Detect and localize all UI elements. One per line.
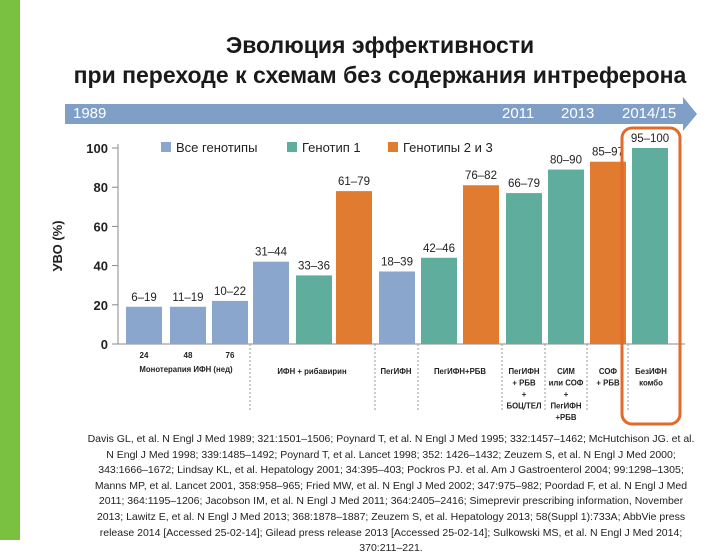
bar-10	[506, 193, 542, 344]
bar-value-label: 42–46	[423, 243, 455, 255]
group-label: СИМ	[557, 367, 575, 376]
timeline-year-1989: 1989	[73, 105, 107, 122]
group-label: ПегИФН	[508, 367, 539, 376]
group-label: + РБВ	[512, 379, 536, 388]
bar-value-label: 6–19	[131, 292, 157, 304]
group-label: БОЦ/ТЕЛ	[507, 402, 542, 411]
bar-3	[212, 300, 248, 344]
group-label: ПегИФН	[380, 367, 411, 376]
bar-value-label: 10–22	[214, 286, 246, 298]
group-label: ИФН + рибавирин	[277, 367, 347, 376]
group-label: Монотерапия ИФН (нед)	[139, 365, 233, 374]
timeline-year-2014-15: 2014/15	[622, 105, 677, 122]
group-label: ПегИФН+РБВ	[434, 367, 486, 376]
bar-2	[170, 306, 206, 344]
legend-label-all: Все генотипы	[176, 140, 257, 155]
legend-swatch-g23	[388, 142, 398, 152]
y-axis-label: УВО (%)	[50, 220, 65, 271]
bar-1	[126, 306, 162, 344]
bar-value-label: 80–90	[550, 155, 582, 167]
legend-label-g23: Генотипы 2 и 3	[403, 140, 493, 155]
title-line-2: при переходе к схемам без содержания инт…	[73, 62, 687, 88]
bar-value-label: 61–79	[338, 176, 370, 188]
bar-value-label: 31–44	[255, 247, 288, 259]
bar-value-label: 66–79	[508, 178, 540, 190]
group-label: БезИФН	[635, 367, 667, 376]
bar-7	[379, 271, 415, 344]
y-tick-label: 100	[86, 141, 108, 156]
bar-8	[421, 257, 457, 344]
timeline-year-2013: 2013	[561, 105, 595, 122]
group-label: ПегИФН	[550, 402, 581, 411]
chart: УВО (%) 0 20 40 60 80 100 Все генотипы Генотип 1…	[50, 126, 685, 426]
group-label: +РБВ	[556, 413, 577, 422]
slide-title: Эволюция эффективности при переходе к сх…	[40, 30, 720, 90]
bar-value-label: 18–39	[381, 256, 413, 268]
references: Davis GL, et al. N Engl J Med 1989; 321:…	[87, 433, 695, 555]
week-label: 48	[184, 351, 193, 360]
bar-13	[632, 148, 668, 344]
group-label: комбо	[639, 379, 663, 388]
group-label: СОФ	[599, 367, 618, 376]
bar-5	[296, 275, 332, 344]
y-tick-label: 0	[101, 337, 108, 352]
week-label: 76	[226, 351, 235, 360]
bar-value-label: 33–36	[298, 260, 330, 272]
legend-label-g1: Генотип 1	[302, 140, 361, 155]
group-label: или СОФ	[549, 379, 584, 388]
bar-12	[590, 161, 626, 344]
y-tick-label: 80	[94, 180, 108, 195]
left-accent-stripe	[0, 0, 20, 540]
title-line-1: Эволюция эффективности	[225, 32, 535, 58]
group-label: + РБВ	[596, 379, 620, 388]
bar-6	[336, 191, 372, 344]
group-label: +	[522, 390, 527, 399]
timeline-bar: 1989 2011 2013 2014/15	[65, 104, 683, 124]
y-tick-label: 40	[94, 259, 108, 274]
bar-4	[253, 261, 289, 344]
bar-11	[548, 169, 584, 344]
y-tick-label: 20	[94, 298, 108, 313]
timeline-year-2011: 2011	[502, 105, 535, 122]
bar-value-label: 85–97	[592, 147, 624, 159]
week-label: 24	[140, 351, 149, 360]
timeline-arrow-icon	[683, 97, 697, 131]
legend-swatch-all	[161, 142, 171, 152]
bar-9	[463, 185, 499, 344]
bar-value-label: 76–82	[465, 170, 497, 182]
bar-value-label: 11–19	[172, 292, 203, 304]
group-label: +	[564, 390, 569, 399]
legend-swatch-g1	[287, 142, 297, 152]
highlight-box	[620, 126, 682, 426]
y-tick-label: 60	[94, 219, 108, 234]
bar-value-label: 95–100	[631, 133, 669, 145]
